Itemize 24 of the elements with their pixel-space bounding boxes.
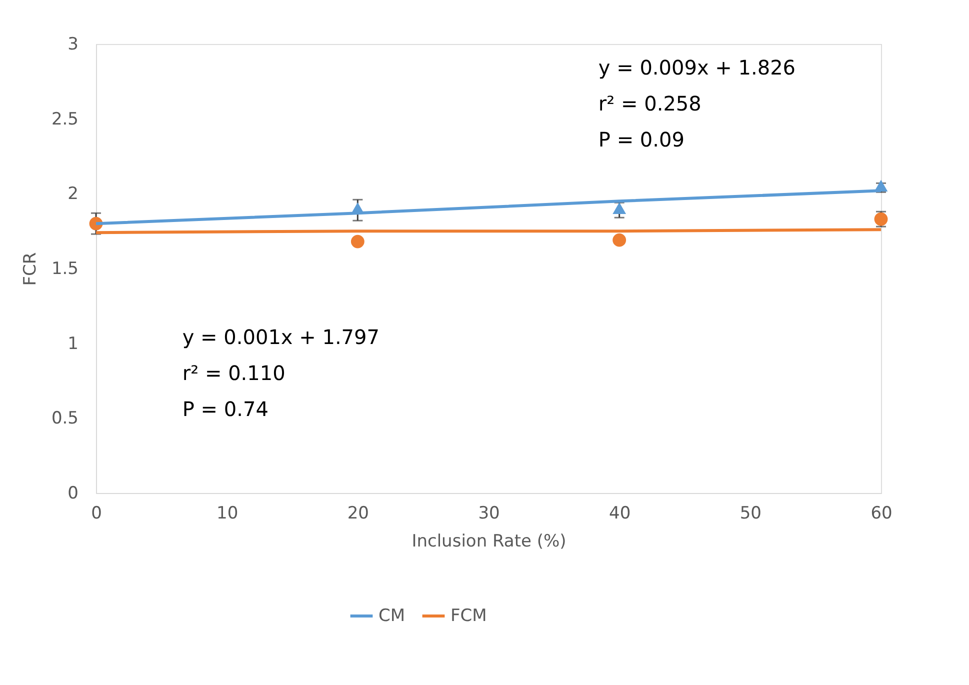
y-axis-title: FCR: [20, 252, 40, 286]
y-tick-label: 0.5: [51, 408, 78, 429]
y-tick-label: 2.5: [51, 109, 78, 130]
x-tick-label: 50: [740, 504, 762, 524]
annotation: P = 0.74: [182, 396, 268, 421]
annotation: r² = 0.258: [598, 92, 702, 116]
annotation: P = 0.09: [598, 128, 684, 152]
x-tick-label: 60: [870, 504, 892, 524]
x-tick-label: 0: [91, 504, 102, 524]
y-tick-label: 2: [68, 184, 78, 204]
x-axis-title: Inclusion Rate (%): [412, 532, 566, 552]
legend-label: CM: [378, 606, 406, 626]
x-tick-label: 30: [478, 504, 500, 524]
x-tick-label: 10: [216, 504, 238, 524]
y-tick-label: 1.5: [51, 259, 78, 279]
y-tick-label: 1: [68, 334, 78, 354]
legend-label: FCM: [450, 606, 487, 626]
annotation: r² = 0.110: [182, 361, 286, 386]
annotation: y = 0.009x + 1.826: [598, 56, 796, 80]
y-tick-label: 3: [68, 34, 78, 54]
y-tick-label: 0: [68, 484, 78, 504]
x-tick-label: 40: [609, 504, 631, 524]
annotation: y = 0.001x + 1.797: [182, 325, 380, 350]
x-tick-label: 20: [347, 504, 369, 524]
